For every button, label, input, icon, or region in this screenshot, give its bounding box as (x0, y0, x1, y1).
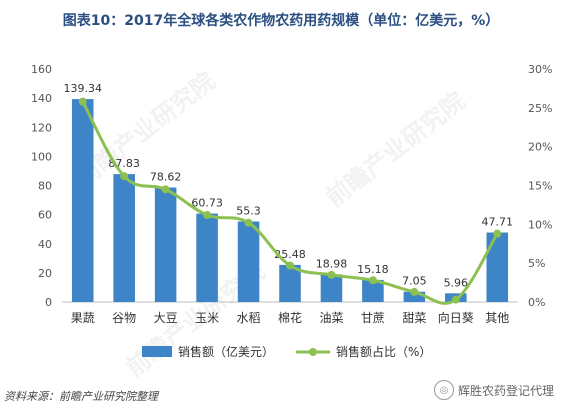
x-tick-label: 油菜 (319, 311, 343, 325)
y-right-tick-label: 25% (528, 102, 552, 115)
brand-mark: ◎ 辉胜农药登记代理 (433, 380, 554, 400)
bar (486, 232, 509, 302)
y-right-tick-label: 0% (528, 296, 545, 309)
legend-label-line: 销售额占比（%） (336, 344, 431, 359)
line-point (327, 270, 336, 279)
x-tick-label: 其他 (485, 311, 509, 325)
x-tick-label: 大豆 (154, 311, 178, 325)
bar-value-label: 5.96 (444, 276, 469, 289)
line-point (451, 295, 460, 304)
y-left-tick-label: 60 (38, 209, 52, 222)
x-tick-label: 谷物 (112, 311, 136, 325)
bar-value-label: 78.62 (150, 171, 182, 184)
bar (71, 99, 94, 303)
bar (196, 213, 218, 302)
y-right-tick-label: 30% (528, 63, 552, 76)
line-point (368, 276, 377, 285)
y-left-tick-label: 120 (31, 121, 52, 134)
line-point (161, 185, 170, 194)
line-point (120, 172, 129, 181)
bar-value-label: 15.18 (357, 263, 389, 276)
x-tick-label: 水稻 (237, 311, 261, 325)
bar (279, 264, 301, 302)
wechat-icon: ◎ (433, 380, 454, 400)
bar-value-label: 60.73 (191, 197, 223, 210)
bar-value-label: 139.34 (63, 82, 102, 95)
legend-marker-line (309, 348, 317, 356)
bar (320, 274, 343, 302)
x-tick-label: 棉花 (278, 310, 302, 325)
y-left-tick-label: 80 (38, 180, 52, 193)
x-tick-label: 向日葵 (438, 310, 474, 325)
x-tick-label: 甜菜 (402, 311, 426, 325)
bar-value-label: 7.05 (402, 275, 427, 288)
y-right-tick-label: 5% (528, 257, 545, 270)
bar (154, 187, 177, 302)
source-note: 资料来源：前瞻产业研究院整理 (4, 390, 158, 403)
line-point (244, 218, 253, 227)
y-left-tick-label: 0 (45, 296, 52, 309)
y-right-tick-label: 10% (528, 218, 552, 231)
y-right-tick-label: 20% (528, 141, 552, 154)
line-point (493, 229, 502, 238)
legend-label-bar: 销售额（亿美元） (178, 344, 274, 359)
line-point (286, 261, 294, 270)
bar (113, 174, 135, 302)
y-left-tick-label: 160 (31, 63, 52, 76)
line-point (78, 97, 87, 106)
chart: 0 20 40 60 80 100 120 140 160 0% 5% 10% 15% 20% 25% 30%… (31, 63, 552, 359)
line-point (203, 211, 212, 220)
chart-title: 图表10：2017年全球各类农作物农药用药规模（单位：亿美元，%） (62, 13, 500, 29)
bar-value-label: 55.3 (236, 204, 261, 217)
line-point (410, 287, 419, 296)
bar-value-label: 18.98 (316, 257, 348, 270)
x-tick-label: 玉米 (195, 311, 219, 325)
y-left-tick-label: 40 (38, 238, 52, 251)
x-tick-label: 甘蔗 (361, 311, 385, 325)
bar (403, 291, 426, 302)
bar (237, 221, 260, 302)
bar (362, 279, 384, 302)
y-left-tick-label: 20 (38, 267, 52, 280)
y-left-tick-label: 100 (31, 150, 52, 163)
legend-swatch-bar (142, 346, 172, 357)
x-tick-label: 果蔬 (71, 311, 95, 325)
brand-name: 辉胜农药登记代理 (457, 383, 554, 398)
y-left-tick-label: 140 (31, 92, 52, 105)
y-right-tick-label: 15% (528, 180, 552, 193)
bar-value-label: 47.71 (482, 216, 514, 229)
